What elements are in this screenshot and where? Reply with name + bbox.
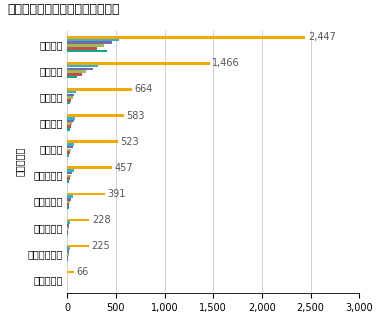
- Y-axis label: （大学名）: （大学名）: [15, 147, 25, 176]
- Bar: [67, 227, 69, 229]
- Text: 228: 228: [92, 215, 111, 225]
- Bar: [67, 154, 69, 157]
- Bar: [67, 39, 119, 41]
- Text: 523: 523: [121, 137, 139, 147]
- Text: 66: 66: [76, 267, 88, 277]
- Bar: [67, 120, 74, 122]
- Bar: [67, 44, 104, 47]
- Bar: [67, 174, 71, 177]
- Bar: [67, 65, 98, 67]
- Bar: [67, 149, 71, 151]
- Bar: [67, 102, 70, 104]
- Bar: [67, 203, 69, 206]
- Text: 225: 225: [92, 241, 110, 251]
- Text: 391: 391: [108, 189, 126, 199]
- Bar: [67, 230, 68, 232]
- Bar: [67, 172, 72, 174]
- Bar: [67, 96, 73, 99]
- Bar: [67, 232, 68, 235]
- Bar: [67, 68, 93, 70]
- Bar: [67, 198, 71, 201]
- Bar: [67, 177, 70, 180]
- Bar: [67, 146, 73, 148]
- Bar: [67, 221, 70, 224]
- Bar: [67, 117, 76, 120]
- Bar: [67, 169, 73, 172]
- Bar: [67, 122, 72, 125]
- Text: 583: 583: [126, 111, 145, 120]
- Bar: [67, 247, 70, 250]
- Bar: [67, 256, 68, 258]
- Text: 1,466: 1,466: [212, 58, 240, 68]
- Bar: [67, 195, 73, 198]
- Bar: [67, 271, 74, 273]
- Bar: [67, 41, 112, 44]
- Bar: [67, 91, 76, 93]
- Bar: [67, 201, 70, 203]
- Bar: [67, 250, 69, 253]
- Text: 2,447: 2,447: [308, 32, 336, 42]
- Bar: [67, 206, 69, 209]
- Bar: [67, 218, 89, 221]
- Bar: [67, 88, 132, 91]
- Bar: [67, 47, 97, 50]
- Bar: [67, 93, 74, 96]
- Bar: [67, 140, 118, 143]
- Bar: [67, 50, 107, 52]
- Bar: [67, 253, 69, 256]
- Bar: [67, 114, 124, 117]
- Bar: [67, 258, 68, 261]
- Bar: [67, 70, 86, 73]
- Bar: [67, 76, 78, 78]
- Bar: [67, 36, 305, 39]
- Bar: [67, 62, 210, 65]
- Bar: [67, 125, 71, 128]
- Text: 図１主要十大学における採用者数: 図１主要十大学における採用者数: [8, 3, 120, 16]
- Bar: [67, 151, 70, 154]
- Text: 457: 457: [114, 163, 133, 173]
- Bar: [67, 143, 74, 146]
- Text: 664: 664: [134, 84, 152, 94]
- Bar: [67, 166, 112, 169]
- Bar: [67, 180, 69, 183]
- Bar: [67, 99, 71, 102]
- Bar: [67, 245, 89, 247]
- Bar: [67, 224, 69, 227]
- Bar: [67, 128, 69, 131]
- Bar: [67, 73, 82, 76]
- Bar: [67, 193, 105, 195]
